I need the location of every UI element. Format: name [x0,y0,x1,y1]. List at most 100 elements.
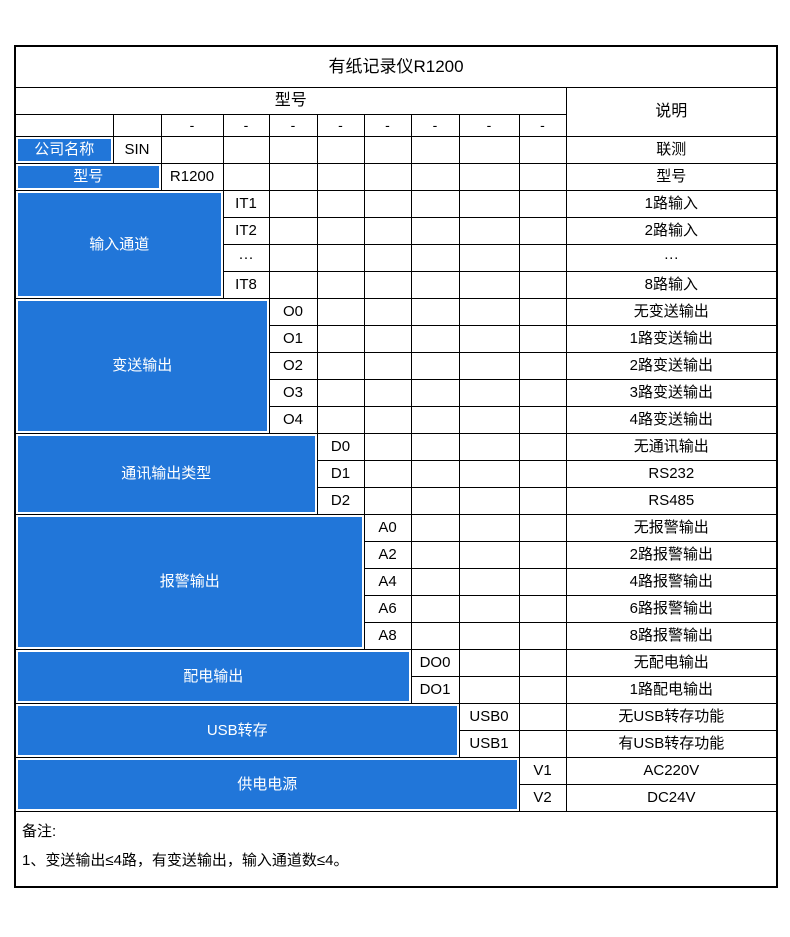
empty-cell [458,676,520,704]
description-cell: 6路报警输出 [565,595,778,623]
empty-cell [458,541,520,569]
code-cell: V1 [518,757,567,785]
description-cell: 无通讯输出 [565,433,778,461]
empty-cell [363,271,412,299]
description-cell: 联测 [565,136,778,164]
code-cell: D1 [316,460,365,488]
empty-cell [518,298,567,326]
model-code-separator: - [410,114,460,137]
model-code-separator: - [160,114,224,137]
code-cell: DO0 [410,649,460,677]
code-cell: DO1 [410,676,460,704]
empty-cell [410,352,460,380]
description-cell: 无配电输出 [565,649,778,677]
empty-cell [458,487,520,515]
code-cell: O0 [268,298,318,326]
empty-cell [268,217,318,245]
description-cell: 8路报警输出 [565,622,778,650]
section-label-power-supply: 供电电源 [14,757,520,812]
empty-cell [518,136,567,164]
empty-cell [458,460,520,488]
empty-cell [410,379,460,407]
empty-cell [363,352,412,380]
empty-cell [316,190,365,218]
notes-label: 备注: [22,823,57,840]
empty-cell [518,433,567,461]
empty-cell [458,271,520,299]
empty-cell [518,406,567,434]
notes-cell: 备注: 1、变送输出≤4路，有变送输出，输入通道数≤4。 [14,811,778,888]
empty-cell [458,352,520,380]
code-cell: USB1 [458,730,520,758]
empty-cell [410,541,460,569]
code-cell: V2 [518,784,567,812]
empty-cell [268,271,318,299]
empty-cell [363,244,412,272]
empty-cell [410,460,460,488]
section-label-alarm-output: 报警输出 [14,514,365,650]
model-code-separator: - [268,114,318,137]
empty-cell [268,190,318,218]
empty-cell [458,325,520,353]
section-label-comm-output-type: 通讯输出类型 [14,433,318,515]
code-cell: IT2 [222,217,270,245]
empty-cell [222,136,270,164]
model-code-separator: - [363,114,412,137]
empty-cell [458,595,520,623]
model-selection-table: 有纸记录仪R1200 型号 说明 - - - - - - - - 公司名称 SIN 联测 型号 R1200 型号… [14,45,779,888]
empty-cell [160,136,224,164]
code-cell: O2 [268,352,318,380]
empty-cell [518,325,567,353]
empty-cell [458,622,520,650]
empty-cell [518,271,567,299]
model-code-separator: - [458,114,520,137]
empty-cell [410,433,460,461]
empty-cell [410,595,460,623]
notes-line-1: 1、变送输出≤4路，有变送输出，输入通道数≤4。 [22,852,349,869]
empty-cell [518,217,567,245]
code-cell: O3 [268,379,318,407]
empty-cell [518,163,567,191]
empty-cell [363,163,412,191]
empty-cell [458,379,520,407]
empty-cell [518,595,567,623]
empty-cell [363,433,412,461]
empty-cell [458,568,520,596]
empty-cell [518,514,567,542]
section-label-transmit-output: 变送输出 [14,298,270,434]
empty-cell [410,217,460,245]
description-cell: 4路变送输出 [565,406,778,434]
code-cell: USB0 [458,703,520,731]
empty-cell [410,298,460,326]
empty-cell [410,568,460,596]
code-cell: A6 [363,595,412,623]
empty-cell [410,136,460,164]
empty-cell [458,433,520,461]
section-label-usb-transfer: USB转存 [14,703,460,758]
code-cell: A4 [363,568,412,596]
code-cell: ··· [222,244,270,272]
description-cell: 3路变送输出 [565,379,778,407]
description-cell: DC24V [565,784,778,812]
description-cell: RS232 [565,460,778,488]
model-code-separator: - [222,114,270,137]
header-description-label: 说明 [565,87,778,137]
empty-cell [458,136,520,164]
code-cell: SIN [112,136,162,164]
empty-cell [458,514,520,542]
empty-cell [316,217,365,245]
code-cell: IT8 [222,271,270,299]
empty-cell [518,568,567,596]
empty-cell [518,649,567,677]
empty-cell [316,406,365,434]
code-cell: O4 [268,406,318,434]
empty-cell [410,271,460,299]
empty-cell [458,217,520,245]
empty-cell [518,622,567,650]
code-cell: D0 [316,433,365,461]
description-cell: 2路输入 [565,217,778,245]
empty-cell [316,271,365,299]
description-cell: 4路报警输出 [565,568,778,596]
empty-cell [363,487,412,515]
code-cell: A0 [363,514,412,542]
